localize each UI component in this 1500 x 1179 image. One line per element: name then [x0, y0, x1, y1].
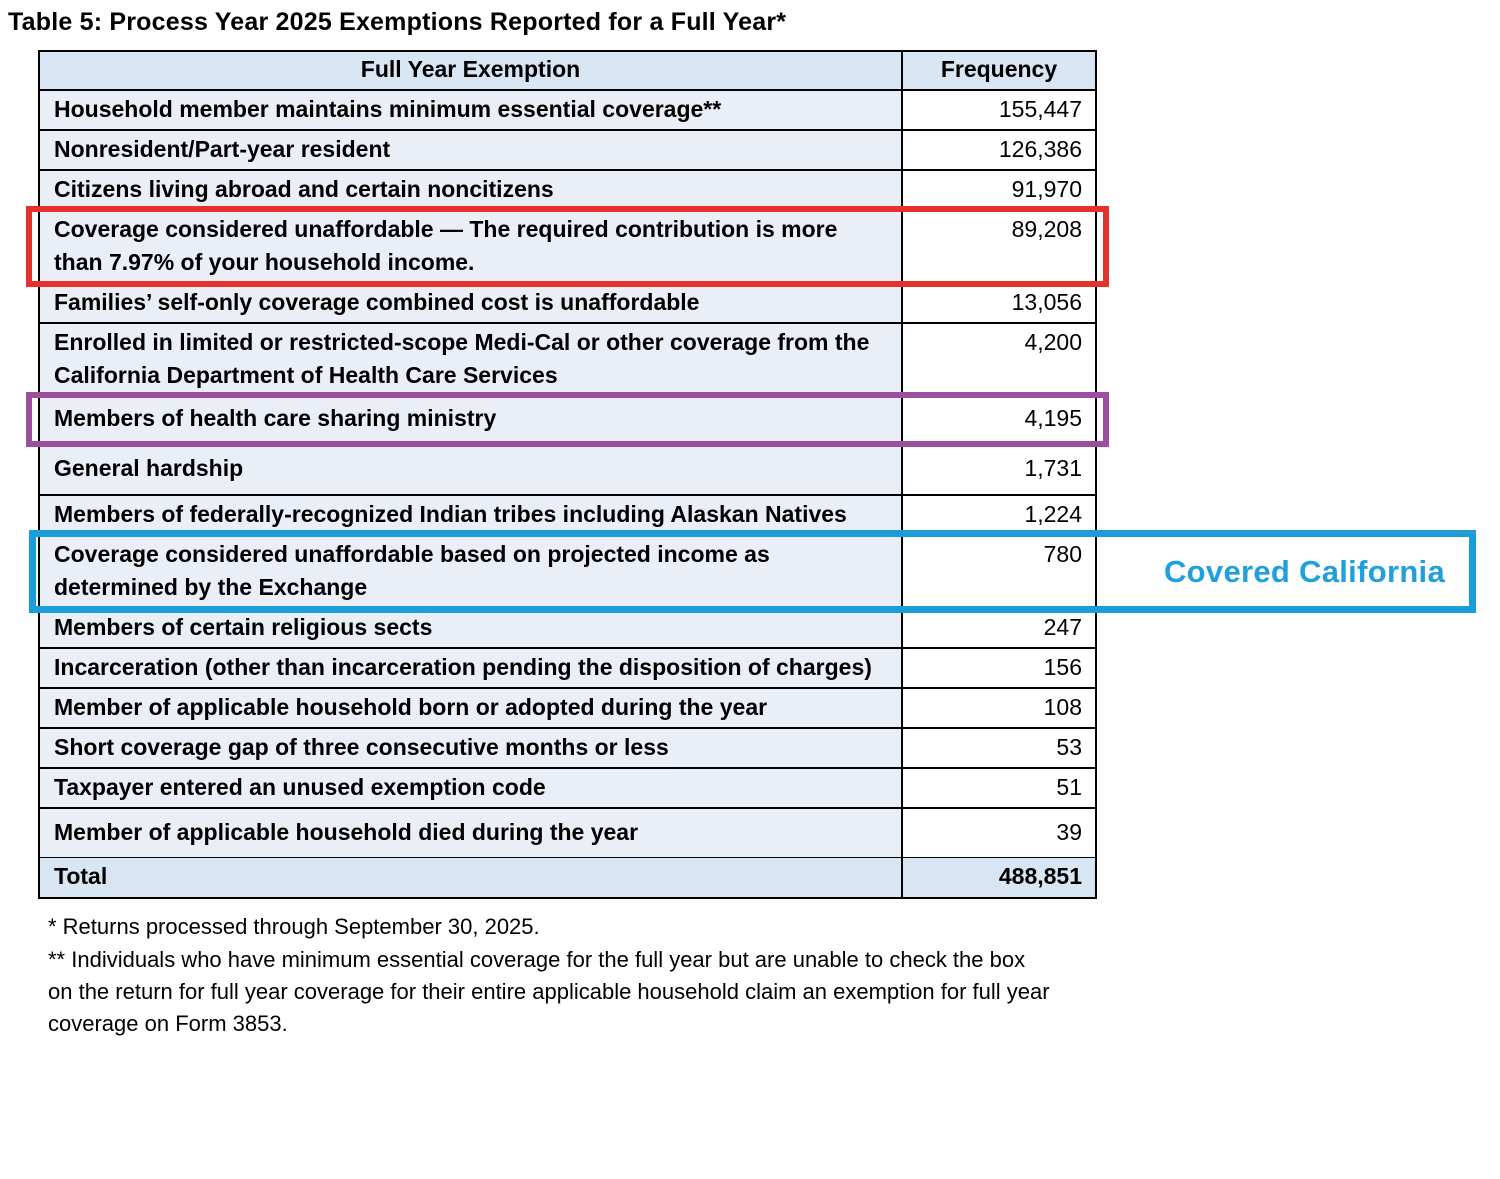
table-row: Citizens living abroad and certain nonci… [40, 171, 1095, 211]
frequency-value-cell: 155,447 [903, 91, 1095, 129]
footnote-2: ** Individuals who have minimum essentia… [48, 947, 1050, 1036]
table-row: Short coverage gap of three consecutive … [40, 729, 1095, 769]
table-row: Member of applicable household born or a… [40, 689, 1095, 729]
frequency-value-cell: 108 [903, 689, 1095, 727]
table-row: Families’ self-only coverage combined co… [40, 284, 1095, 324]
exemption-label-cell: Citizens living abroad and certain nonci… [40, 171, 903, 209]
exemption-label-cell: Coverage considered unaffordable based o… [40, 536, 903, 607]
table-row: Coverage considered unaffordable — The r… [26, 206, 1109, 287]
frequency-value-cell: 39 [903, 809, 1095, 857]
table-row: Member of applicable household died duri… [40, 809, 1095, 857]
table-row: Taxpayer entered an unused exemption cod… [40, 769, 1095, 809]
frequency-value-cell: 89,208 [903, 211, 1095, 282]
header-exemption-label: Full Year Exemption [40, 52, 903, 89]
frequency-value-cell: 1,731 [903, 444, 1095, 494]
frequency-value-cell: 156 [903, 649, 1095, 687]
table-header-row: Full Year Exemption Frequency [40, 52, 1095, 91]
frequency-value-cell: 13,056 [903, 284, 1095, 322]
frequency-value-cell: 91,970 [903, 171, 1095, 209]
frequency-value-cell: 53 [903, 729, 1095, 767]
exemption-label-cell: Member of applicable household born or a… [40, 689, 903, 727]
frequency-value-cell: 780 [903, 536, 1095, 607]
exemption-label-cell: Enrolled in limited or restricted-scope … [40, 324, 903, 395]
table-body: Household member maintains minimum essen… [26, 91, 1476, 857]
page-title: Table 5: Process Year 2025 Exemptions Re… [8, 8, 787, 36]
frequency-value-cell: 4,195 [903, 397, 1095, 442]
frequency-value-cell: 126,386 [903, 131, 1095, 169]
report-page: Table 5: Process Year 2025 Exemptions Re… [0, 8, 1500, 1179]
table-row: Incarceration (other than incarceration … [40, 649, 1095, 689]
frequency-value-cell: 4,200 [903, 324, 1095, 395]
exemption-label-cell: Members of certain religious sects [40, 609, 903, 647]
total-value-cell: 488,851 [903, 858, 1095, 897]
frequency-value-cell: 51 [903, 769, 1095, 807]
total-label-cell: Total [40, 858, 903, 897]
exemption-label-cell: Coverage considered unaffordable — The r… [40, 211, 903, 282]
table-row: Household member maintains minimum essen… [40, 91, 1095, 131]
total-row: Total 488,851 [40, 857, 1095, 897]
table-row: General hardship 1,731 [40, 444, 1095, 496]
table-row: Members of certain religious sects 247 [40, 609, 1095, 649]
exemption-label-cell: Taxpayer entered an unused exemption cod… [40, 769, 903, 807]
exemption-label-cell: Member of applicable household died duri… [40, 809, 903, 857]
exemption-label-cell: Household member maintains minimum essen… [40, 91, 903, 129]
table-row: Coverage considered unaffordable based o… [29, 530, 1476, 613]
table-row: Enrolled in limited or restricted-scope … [40, 324, 1095, 397]
footnotes: * Returns processed through September 30… [48, 911, 1053, 1040]
exemption-label-cell: Short coverage gap of three consecutive … [40, 729, 903, 767]
table-row: Nonresident/Part-year resident 126,386 [40, 131, 1095, 171]
exemption-label-cell: General hardship [40, 444, 903, 494]
exemption-label-cell: Incarceration (other than incarceration … [40, 649, 903, 687]
table-row: Members of health care sharing ministry … [26, 392, 1109, 447]
exemption-label-cell: Nonresident/Part-year resident [40, 131, 903, 169]
exemptions-table: Full Year Exemption Frequency Household … [26, 50, 1476, 899]
exemption-label-cell: Families’ self-only coverage combined co… [40, 284, 903, 322]
exemption-label-cell: Members of health care sharing ministry [40, 397, 903, 442]
frequency-value-cell: 1,224 [903, 496, 1095, 534]
exemption-label-cell: Members of federally-recognized Indian t… [40, 496, 903, 534]
frequency-value-cell: 247 [903, 609, 1095, 647]
footnote-1: * Returns processed through September 30… [48, 914, 540, 939]
table-row: Members of federally-recognized Indian t… [40, 496, 1095, 536]
header-frequency-label: Frequency [903, 52, 1095, 89]
covered-california-label: Covered California [1163, 553, 1446, 589]
